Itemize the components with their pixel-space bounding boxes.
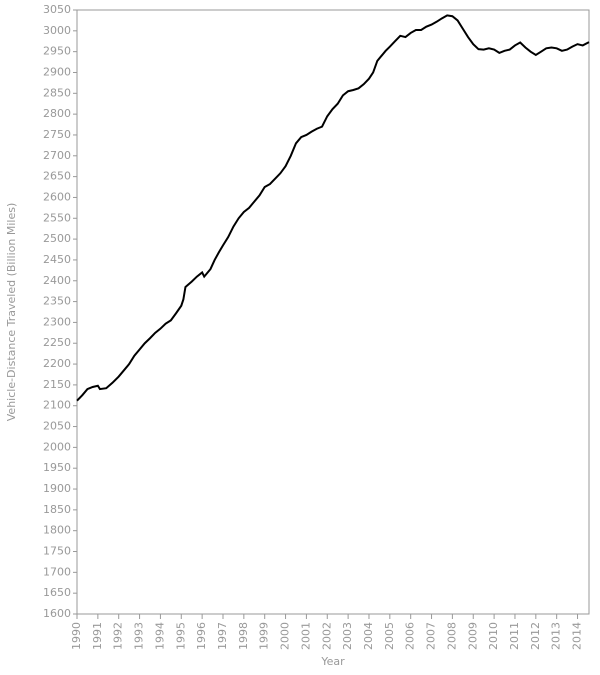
y-tick-label: 2000	[43, 440, 71, 453]
x-tick-label: 2008	[445, 622, 458, 650]
x-tick-label: 2010	[487, 622, 500, 650]
y-tick-label: 2550	[43, 211, 71, 224]
x-tick-label: 1995	[174, 622, 187, 650]
x-tick-label: 2007	[425, 622, 438, 650]
y-tick-label: 2150	[43, 378, 71, 391]
y-tick-label: 2500	[43, 232, 71, 245]
plot-frame	[76, 9, 590, 615]
y-tick-label: 2400	[43, 274, 71, 287]
y-tick-label: 2900	[43, 65, 71, 78]
y-tick-label: 1900	[43, 482, 71, 495]
x-tick-label: 1992	[112, 622, 125, 650]
x-tick-label: 2014	[571, 622, 584, 650]
x-tick-label: 1996	[195, 622, 208, 650]
x-tick-label: 2001	[299, 622, 312, 650]
y-tick-label: 1950	[43, 461, 71, 474]
y-axis-label: Vehicle-Distance Traveled (Billion Miles…	[5, 203, 18, 422]
x-tick-label: 2000	[279, 622, 292, 650]
y-tick-label: 2300	[43, 315, 71, 328]
x-tick-label: 2013	[550, 622, 563, 650]
y-tick-label: 2200	[43, 357, 71, 370]
y-tick-label: 1850	[43, 503, 71, 516]
y-tick-label: 1600	[43, 607, 71, 620]
x-tick-label: 1997	[216, 622, 229, 650]
y-tick-label: 2100	[43, 399, 71, 412]
x-tick-label: 2004	[362, 622, 375, 650]
y-tick-label: 2800	[43, 107, 71, 120]
x-tick-label: 2012	[529, 622, 542, 650]
x-tick-label: 2006	[404, 622, 417, 650]
y-tick-label: 2650	[43, 170, 71, 183]
y-tick-label: 2250	[43, 336, 71, 349]
y-tick-label: 1750	[43, 545, 71, 558]
y-tick-label: 2850	[43, 86, 71, 99]
y-tick-label: 2450	[43, 253, 71, 266]
y-tick-label: 1800	[43, 524, 71, 537]
x-tick-label: 1991	[91, 622, 104, 650]
y-tick-label: 2750	[43, 128, 71, 141]
y-tick-label: 1650	[43, 586, 71, 599]
x-tick-label: 1993	[133, 622, 146, 650]
y-tick-label: 2050	[43, 420, 71, 433]
x-tick-label: 2009	[466, 622, 479, 650]
y-tick-label: 1700	[43, 565, 71, 578]
x-axis-label: Year	[320, 655, 345, 668]
x-tick-label: 2011	[508, 622, 521, 650]
y-tick-label: 2950	[43, 45, 71, 58]
data-line	[76, 14, 590, 402]
y-tick-label: 3050	[43, 3, 71, 16]
y-tick-label: 3000	[43, 24, 71, 37]
x-tick-label: 2003	[341, 622, 354, 650]
x-tick-label: 1990	[70, 622, 83, 650]
y-tick-label: 2700	[43, 149, 71, 162]
x-tick-label: 1999	[258, 622, 271, 650]
y-tick-label: 2350	[43, 295, 71, 308]
y-tick-label: 2600	[43, 190, 71, 203]
x-tick-label: 2002	[320, 622, 333, 650]
x-tick-label: 2005	[383, 622, 396, 650]
x-tick-label: 1994	[153, 622, 166, 650]
x-tick-label: 1998	[237, 622, 250, 650]
